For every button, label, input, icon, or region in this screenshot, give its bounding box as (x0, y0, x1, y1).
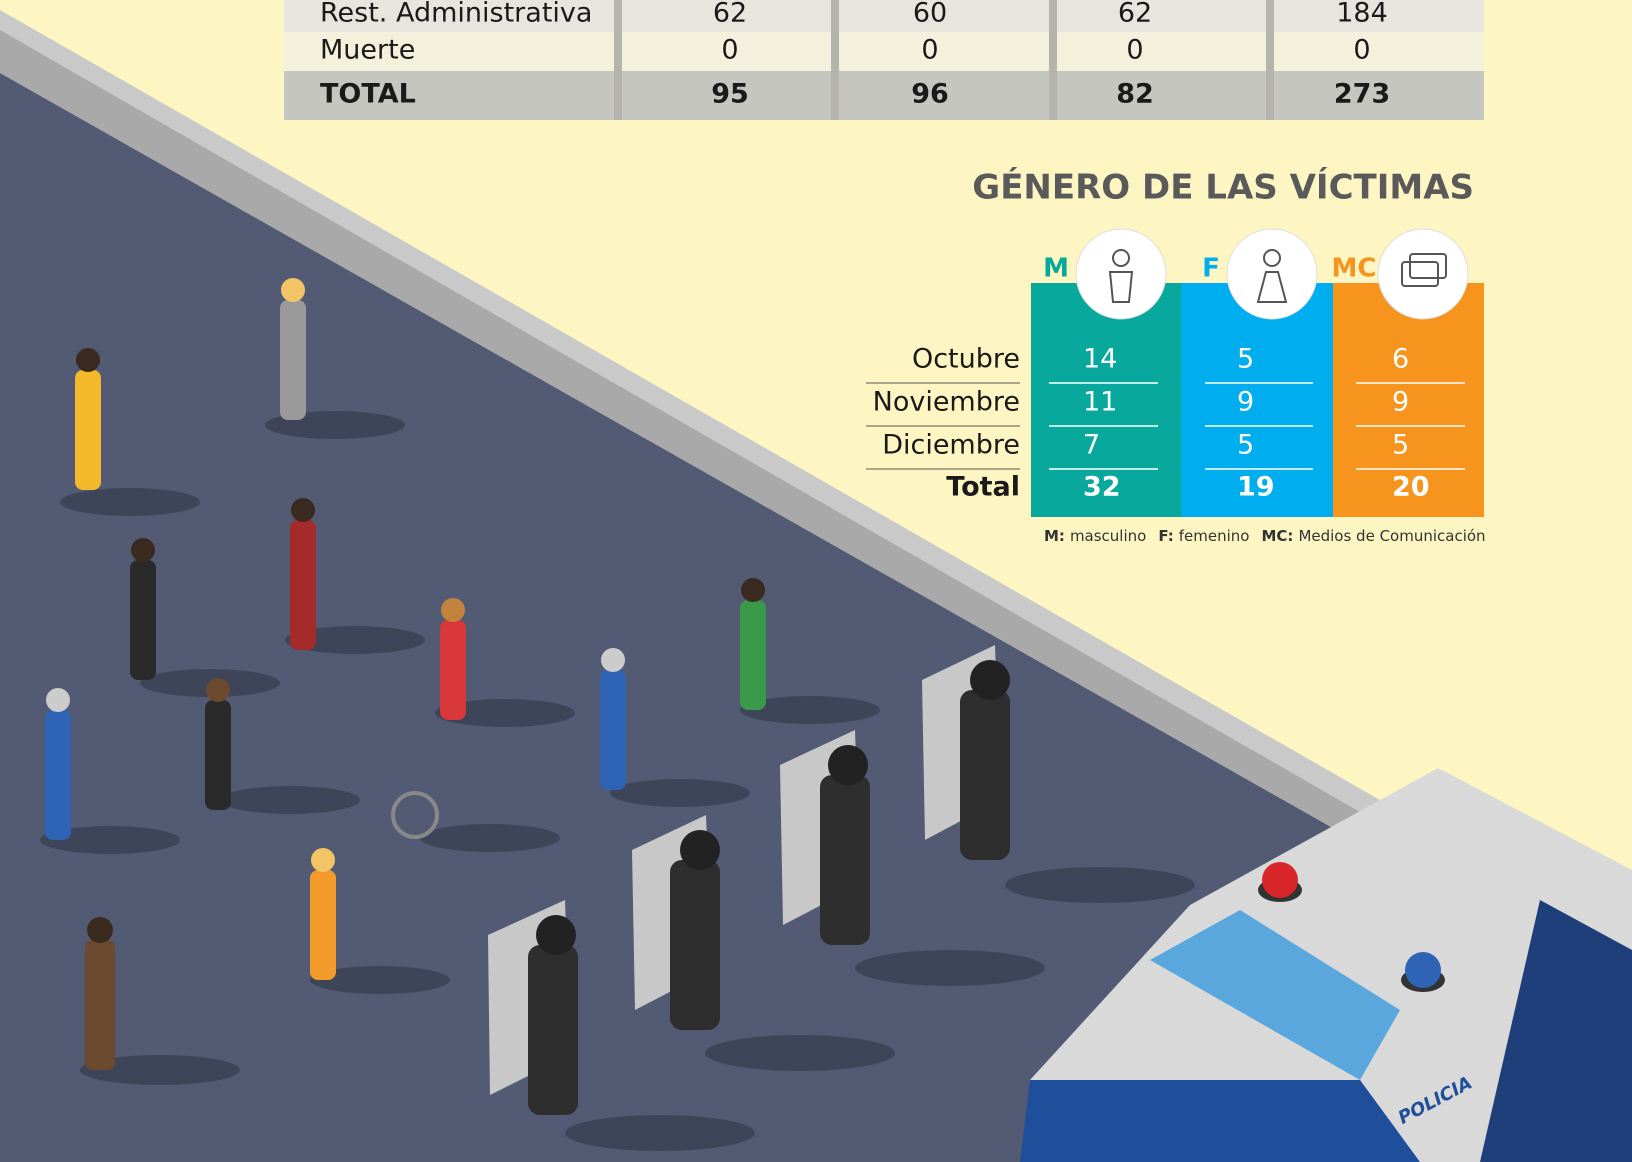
row-label: Total (946, 472, 1020, 503)
row-bg (284, 32, 1484, 71)
icons (1076, 229, 1468, 319)
row-label: Octubre (912, 344, 1020, 375)
cell-value: 9 (1392, 387, 1409, 418)
cell-value: 0 (721, 35, 738, 66)
row-label: Rest. Administrativa (320, 0, 592, 29)
column-key: M (1043, 254, 1069, 284)
cell-value: 6 (1392, 344, 1409, 375)
legend: M: masculino F: femenino MC:Medios de Comuni… (1044, 527, 1486, 545)
cell-value: 60 (913, 0, 947, 29)
cell-value: 5 (1237, 344, 1254, 375)
cell-value: 9 (1237, 387, 1254, 418)
cell-value: 14 (1083, 344, 1117, 375)
row-label: Muerte (320, 35, 415, 66)
cell-value: 184 (1336, 0, 1388, 29)
cell-value: 273 (1334, 79, 1390, 110)
row-label: Diciembre (882, 430, 1020, 461)
cell-value: 5 (1392, 430, 1409, 461)
cell-value: 62 (1118, 0, 1152, 29)
row-bg (284, 71, 1484, 120)
cell-value: 7 (1083, 430, 1100, 461)
row-label: TOTAL (320, 79, 416, 110)
top-table: Rest. Administrativa 62 60 62 184 Muerte 0 0 0 0 T… (284, 0, 1484, 120)
cell-value: 5 (1237, 430, 1254, 461)
legend-key: M: (1044, 527, 1065, 545)
cell-value: 19 (1237, 472, 1275, 503)
cell-value: 95 (711, 79, 749, 110)
legend-text: femenino (1179, 527, 1250, 545)
cell-value: 11 (1083, 387, 1117, 418)
cell-value: 0 (1126, 35, 1143, 66)
cell-value: 62 (713, 0, 747, 29)
legend-key: MC: (1262, 527, 1294, 545)
cell-value: 82 (1116, 79, 1154, 110)
infographic: POLICIA Rest. Administrativa626062184Mue… (0, 0, 1632, 1162)
legend-text: masculino (1070, 527, 1146, 545)
section-title: GÉNERO DE LAS VÍCTIMAS (972, 167, 1474, 208)
cell-value: 20 (1392, 472, 1430, 503)
cell-value: 32 (1083, 472, 1121, 503)
legend-key: F: (1158, 527, 1173, 545)
column-key: MC (1332, 254, 1377, 284)
cell-value: 0 (1353, 35, 1370, 66)
row-label: Noviembre (873, 387, 1020, 418)
column-key: F (1202, 254, 1220, 284)
cell-value: 96 (911, 79, 949, 110)
legend-text: Medios de Comunicación (1298, 527, 1485, 545)
cell-value: 0 (921, 35, 938, 66)
